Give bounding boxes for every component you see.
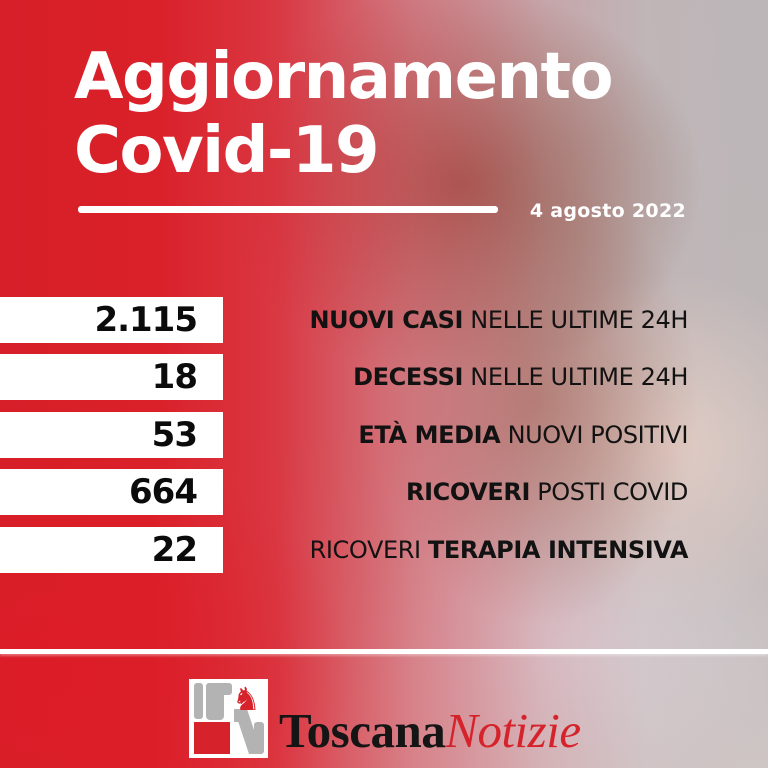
stat-label-suffix: POSTI COVID [530, 478, 688, 506]
stat-row-nuovi-casi: 2.115 NUOVI CASI NELLE ULTIME 24H [0, 297, 768, 343]
brand-wordmark: ToscanaNotizie [279, 706, 581, 758]
stat-row-terapia-intensiva: 22 RICOVERI TERAPIA INTENSIVA [0, 527, 768, 573]
stat-label-suffix: NELLE ULTIME 24H [463, 363, 688, 391]
stat-label: NUOVI CASI NELLE ULTIME 24H [309, 297, 688, 343]
title-line-2: Covid-19 [74, 114, 380, 188]
stat-row-ricoveri: 664 RICOVERI POSTI COVID [0, 469, 768, 515]
stat-bar: 2.115 [0, 297, 223, 343]
stat-label: RICOVERI TERAPIA INTENSIVA [309, 527, 689, 573]
toscana-tn-logo-icon: ♞ [189, 679, 268, 758]
stat-bar: 22 [0, 527, 223, 573]
stat-bar: 18 [0, 354, 223, 400]
stat-label-bold: ETÀ MEDIA [358, 421, 501, 449]
brand-notizie: Notizie [445, 703, 581, 758]
stat-bar: 664 [0, 469, 223, 515]
pegasus-icon: ♞ [232, 680, 261, 718]
toscana-notizie-logo: ♞ ToscanaNotizie [189, 679, 581, 758]
stat-label: ETÀ MEDIA NUOVI POSITIVI [358, 412, 688, 458]
footer-divider [0, 649, 768, 654]
stat-label-prefix: RICOVERI [309, 536, 428, 564]
stat-value: 2.115 [94, 300, 198, 340]
stat-label-bold: DECESSI [353, 363, 464, 391]
stat-label-bold: TERAPIA INTENSIVA [427, 536, 688, 564]
stat-value: 18 [151, 357, 198, 397]
stat-row-decessi: 18 DECESSI NELLE ULTIME 24H [0, 354, 768, 400]
stat-value: 664 [129, 472, 198, 512]
stat-label: RICOVERI POSTI COVID [406, 469, 688, 515]
title-underline [78, 206, 498, 213]
stat-bar: 53 [0, 412, 223, 458]
stat-label-suffix: NUOVI POSITIVI [500, 421, 689, 449]
title-line-1: Aggiornamento [74, 40, 614, 114]
stat-row-eta-media: 53 ETÀ MEDIA NUOVI POSITIVI [0, 412, 768, 458]
brand-toscana: Toscana [279, 703, 446, 758]
stat-label-bold: RICOVERI [406, 478, 530, 506]
stat-value: 22 [151, 530, 198, 570]
stat-value: 53 [151, 415, 198, 455]
stat-label-suffix: NELLE ULTIME 24H [463, 306, 688, 334]
stat-label: DECESSI NELLE ULTIME 24H [353, 354, 688, 400]
date-label: 4 agosto 2022 [529, 200, 686, 222]
page-title: Aggiornamento Covid-19 [74, 40, 614, 188]
stat-label-bold: NUOVI CASI [309, 306, 464, 334]
